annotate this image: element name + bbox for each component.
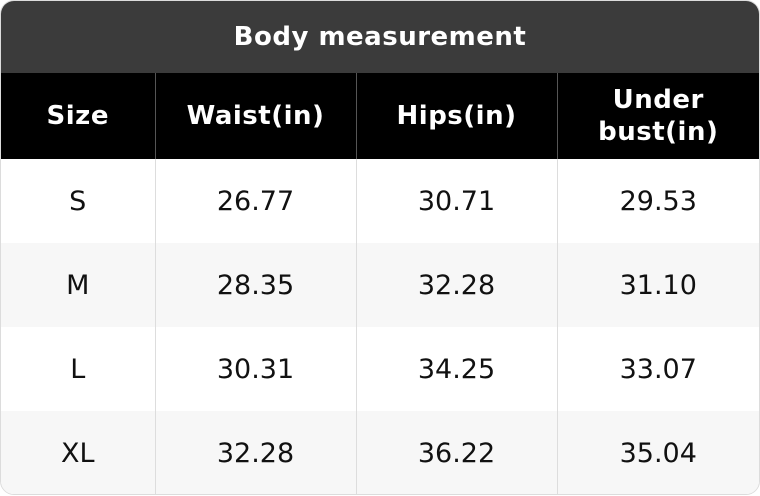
- table-cell: S: [1, 159, 155, 243]
- table-cell: L: [1, 327, 155, 411]
- table-title: Body measurement: [1, 1, 759, 73]
- table-cell: 30.71: [355, 159, 557, 243]
- table-cell: 34.25: [355, 327, 557, 411]
- column-header: Under bust(in): [556, 73, 759, 159]
- table-cell: 31.10: [556, 243, 759, 327]
- table-cell: 28.35: [154, 243, 356, 327]
- table-cell: 30.31: [154, 327, 356, 411]
- table-cell: 33.07: [556, 327, 759, 411]
- table-cell: 35.04: [556, 411, 759, 494]
- table-cell: 32.28: [154, 411, 356, 494]
- table-body: S 26.77 30.71 29.53 M 28.35 32.28 31.10 L 30.31 34…: [1, 159, 759, 494]
- column-header: Size: [1, 73, 155, 159]
- size-table: Size Waist(in) Hips(in) Under bust(in) S 26.…: [1, 73, 759, 494]
- table-cell: M: [1, 243, 155, 327]
- table-row: XL 32.28 36.22 35.04: [1, 411, 759, 494]
- table-cell: 29.53: [556, 159, 759, 243]
- table-cell: 36.22: [355, 411, 557, 494]
- header-row: Size Waist(in) Hips(in) Under bust(in): [1, 73, 759, 159]
- table-cell: 32.28: [355, 243, 557, 327]
- column-header: Hips(in): [355, 73, 557, 159]
- column-header: Waist(in): [154, 73, 356, 159]
- table-cell: 26.77: [154, 159, 356, 243]
- table-row: S 26.77 30.71 29.53: [1, 159, 759, 243]
- table-row: L 30.31 34.25 33.07: [1, 327, 759, 411]
- table-row: M 28.35 32.28 31.10: [1, 243, 759, 327]
- table-cell: XL: [1, 411, 155, 494]
